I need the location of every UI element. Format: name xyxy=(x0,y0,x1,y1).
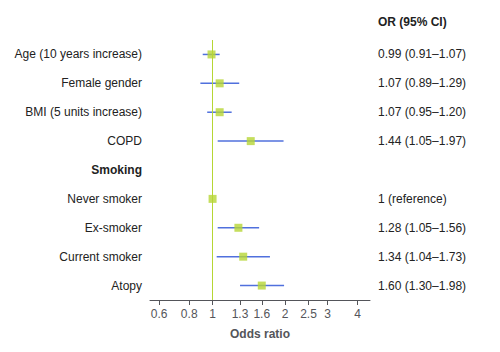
svg-text:1: 1 xyxy=(209,307,216,321)
svg-text:1.3: 1.3 xyxy=(232,307,249,321)
svg-text:Smoking: Smoking xyxy=(91,163,142,177)
svg-text:0.6: 0.6 xyxy=(151,307,168,321)
svg-text:BMI (5 units increase): BMI (5 units increase) xyxy=(25,105,142,119)
svg-text:3: 3 xyxy=(324,307,331,321)
svg-text:1 (reference): 1 (reference) xyxy=(378,192,447,206)
svg-text:4: 4 xyxy=(354,307,361,321)
svg-text:1.44 (1.05–1.97): 1.44 (1.05–1.97) xyxy=(378,134,466,148)
svg-text:OR (95% CI): OR (95% CI) xyxy=(378,15,447,29)
svg-text:Odds ratio: Odds ratio xyxy=(230,327,290,341)
svg-text:Atopy: Atopy xyxy=(111,279,142,293)
svg-text:2: 2 xyxy=(282,307,289,321)
svg-text:1.07 (0.95–1.20): 1.07 (0.95–1.20) xyxy=(378,105,466,119)
svg-text:1.07 (0.89–1.29): 1.07 (0.89–1.29) xyxy=(378,76,466,90)
svg-text:Current smoker: Current smoker xyxy=(59,250,142,264)
svg-text:1.6: 1.6 xyxy=(253,307,270,321)
svg-text:1.60 (1.30–1.98): 1.60 (1.30–1.98) xyxy=(378,279,466,293)
svg-text:Age (10 years increase): Age (10 years increase) xyxy=(15,47,142,61)
svg-text:Female gender: Female gender xyxy=(61,76,142,90)
svg-text:1.34 (1.04–1.73): 1.34 (1.04–1.73) xyxy=(378,250,466,264)
svg-text:0.8: 0.8 xyxy=(181,307,198,321)
svg-text:0.99 (0.91–1.07): 0.99 (0.91–1.07) xyxy=(378,47,466,61)
svg-text:1.28 (1.05–1.56): 1.28 (1.05–1.56) xyxy=(378,221,466,235)
svg-text:Ex-smoker: Ex-smoker xyxy=(85,221,142,235)
svg-text:2.5: 2.5 xyxy=(300,307,317,321)
svg-text:Never smoker: Never smoker xyxy=(67,192,142,206)
svg-text:COPD: COPD xyxy=(107,134,142,148)
